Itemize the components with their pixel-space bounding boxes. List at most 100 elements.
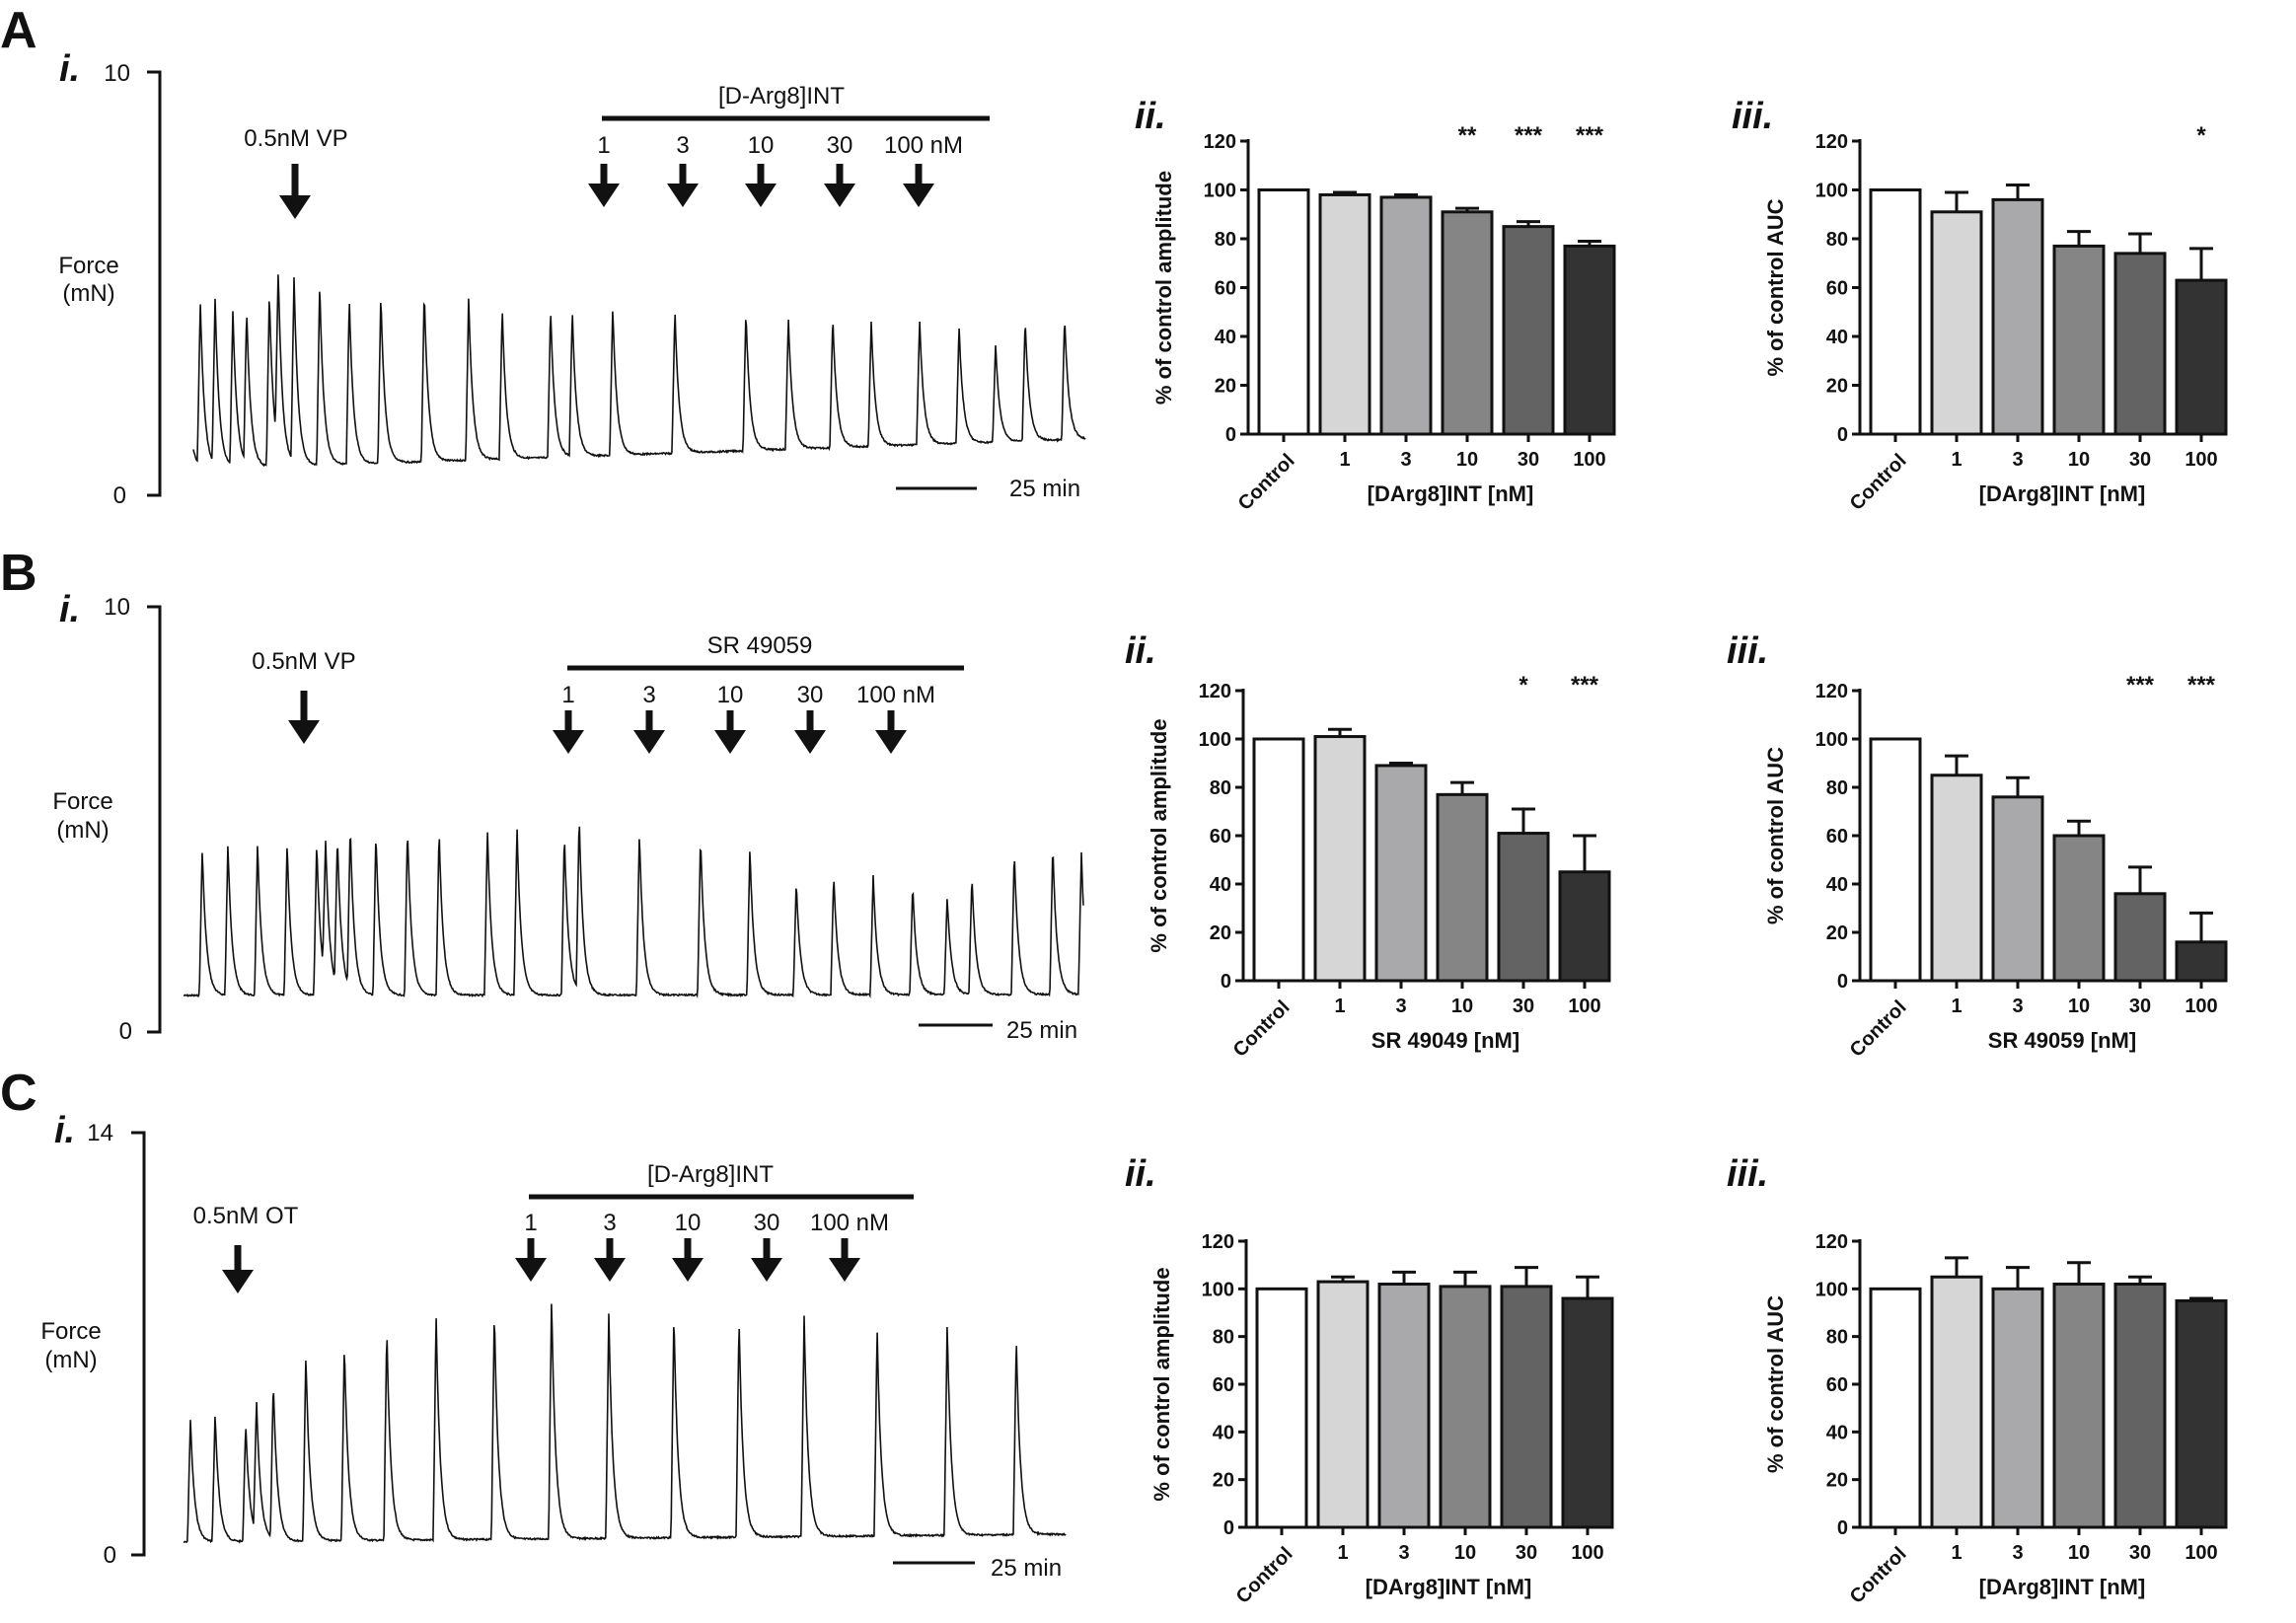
- bar-b-iii-3: [2052, 834, 2106, 983]
- ylabel-a-iii: % of control AUC: [1763, 198, 1788, 376]
- trace-panel-a: i. 10 0 Force (mN) 0.5nM VP [D-Arg8]INT …: [58, 48, 1086, 509]
- chart-a-iii: iii. 0 20 40 60 80 100 120 % of control AUC Contr…: [1732, 96, 2228, 515]
- bar-a-iii-0: [1869, 188, 1922, 436]
- xtick-label-c-ii-2: 3: [1398, 1542, 1409, 1564]
- chart-c-ii: ii. 0 20 40 60 80 100 120 % of control amplitude…: [1125, 1153, 1614, 1608]
- significance-a-ii-5: ***: [1576, 122, 1604, 149]
- xtick-label-a-ii-0: Control: [1234, 450, 1299, 515]
- ylabel-b-ii: % of control amplitude: [1147, 718, 1171, 952]
- bar-a-iii-5: [2175, 278, 2228, 436]
- dose-arrow-a-4-head: [903, 184, 934, 207]
- xtick-label-b-ii-0: Control: [1229, 996, 1295, 1062]
- dose-label-a-2: 10: [748, 132, 775, 159]
- bar-c-ii-0: [1255, 1287, 1308, 1529]
- sub-label-a-ii: ii.: [1135, 96, 1166, 137]
- ytick-label-a-ii-0: 0: [1225, 424, 1236, 446]
- bar-a-ii-1: [1318, 192, 1371, 436]
- panel-label-b: B: [0, 545, 37, 602]
- dose-label-b-3: 30: [797, 682, 824, 708]
- xtick-label-c-ii-3: 10: [1454, 1542, 1476, 1564]
- ytick-label-b-ii-4: 80: [1210, 777, 1231, 799]
- drug-label-b: SR 49059: [707, 632, 813, 659]
- force-top-tick-a: 10: [104, 60, 130, 87]
- bar-c-iii-3: [2052, 1283, 2106, 1529]
- force-bottom-tick-a: 0: [113, 482, 126, 509]
- force-unit-c: (mN): [44, 1347, 97, 1373]
- bar-c-iii-2: [1991, 1287, 2044, 1529]
- xtick-label-c-iii-2: 3: [2012, 1542, 2023, 1564]
- dose-label-c-2: 10: [675, 1210, 702, 1236]
- xtick-label-b-ii-5: 100: [1568, 996, 1600, 1017]
- bar-b-ii-1: [1313, 735, 1367, 983]
- sub-label-a-iii: iii.: [1732, 96, 1773, 137]
- ytick-label-b-ii-3: 60: [1210, 826, 1231, 848]
- force-label-a: Force: [58, 253, 118, 279]
- dose-arrow-c-1-head: [594, 1258, 626, 1282]
- bar-c-ii-4: [1500, 1285, 1553, 1529]
- xtick-label-c-ii-4: 30: [1516, 1542, 1537, 1564]
- force-trace-a: [192, 274, 1086, 468]
- chart-c-iii: iii. 0 20 40 60 80 100 120 % of control AUC Contr…: [1727, 1153, 2228, 1608]
- xtick-label-a-ii-3: 10: [1456, 449, 1478, 471]
- xlabel-b-ii: SR 49049 [nM]: [1371, 1028, 1519, 1053]
- trace-panel-c: i. 14 0 Force (mN) 0.5nM OT [D-Arg8]INT …: [40, 1110, 1067, 1582]
- dose-label-c-1: 3: [603, 1210, 616, 1236]
- dose-arrow-b-1-head: [633, 730, 665, 754]
- xtick-label-b-ii-3: 10: [1451, 996, 1473, 1017]
- ytick-label-a-ii-1: 20: [1215, 376, 1236, 398]
- bar-b-iii-1: [1930, 774, 1983, 983]
- dose-arrow-c-3-head: [751, 1258, 782, 1282]
- scale-bar-label-b: 25 min: [1006, 1017, 1077, 1044]
- ytick-label-a-iii-4: 80: [1826, 229, 1848, 251]
- significance-a-ii-4: ***: [1515, 122, 1543, 149]
- ytick-label-b-iii-4: 80: [1826, 777, 1848, 799]
- xtick-label-c-iii-5: 100: [2185, 1542, 2217, 1564]
- ytick-label-c-ii-0: 0: [1223, 1517, 1234, 1539]
- dose-label-a-3: 30: [827, 132, 853, 159]
- dose-arrows-c: 1 3 10 30 100 nM: [222, 1210, 889, 1293]
- bar-a-ii-5: [1563, 244, 1616, 436]
- bar-b-ii-5: [1558, 870, 1611, 983]
- xtick-label-a-ii-1: 1: [1339, 449, 1350, 471]
- xtick-label-b-ii-1: 1: [1334, 996, 1345, 1017]
- xtick-label-a-ii-2: 3: [1400, 449, 1411, 471]
- ytick-label-c-ii-1: 20: [1213, 1470, 1234, 1492]
- chart-b-iii: iii. 0 20 40 60 80 100 120 % of control AUC Contr…: [1727, 630, 2228, 1062]
- xtick-label-a-ii-4: 30: [1518, 449, 1539, 471]
- dose-label-a-1: 3: [676, 132, 689, 159]
- bar-b-iii-2: [1991, 795, 2044, 983]
- xtick-label-b-iii-4: 30: [2129, 996, 2151, 1017]
- force-unit-b: (mN): [56, 817, 109, 844]
- xtick-label-c-ii-0: Control: [1232, 1543, 1297, 1608]
- bar-a-iii-2: [1991, 197, 2044, 436]
- force-axis-c: [131, 1131, 146, 1557]
- significance-b-ii-4: *: [1518, 672, 1528, 699]
- ytick-label-a-iii-1: 20: [1826, 376, 1848, 398]
- chart-b-ii: ii. 0 20 40 60 80 100 120 % of control amplitude…: [1125, 630, 1611, 1062]
- force-bottom-tick-b: 0: [119, 1018, 132, 1045]
- xlabel-c-iii: [DArg8]INT [nM]: [1979, 1575, 2146, 1599]
- sub-label-ci: i.: [54, 1110, 75, 1151]
- sub-label-ai: i.: [59, 48, 80, 90]
- ytick-label-c-iii-0: 0: [1837, 1517, 1848, 1539]
- xtick-label-c-iii-0: Control: [1846, 1543, 1911, 1608]
- dose-arrows-a: 1 3 10 30 100 nM: [279, 132, 963, 219]
- xtick-label-b-ii-2: 3: [1395, 996, 1406, 1017]
- significance-b-ii-5: ***: [1571, 672, 1599, 699]
- force-trace-b: [183, 826, 1084, 999]
- ylabel-c-ii: % of control amplitude: [1149, 1267, 1174, 1501]
- ytick-label-c-iii-2: 40: [1826, 1422, 1848, 1443]
- xtick-label-a-ii-5: 100: [1573, 449, 1605, 471]
- xtick-label-c-iii-3: 10: [2068, 1542, 2090, 1564]
- bar-c-ii-5: [1561, 1296, 1614, 1529]
- bar-b-ii-3: [1436, 792, 1489, 983]
- bar-b-iii-5: [2175, 940, 2228, 983]
- xtick-label-c-iii-4: 30: [2129, 1542, 2151, 1564]
- ytick-label-c-iii-6: 120: [1815, 1231, 1848, 1253]
- scale-bar-label-a: 25 min: [1009, 476, 1080, 502]
- dose-arrow-c-0-head: [515, 1258, 547, 1282]
- agonist-arrow-a-head: [279, 195, 311, 219]
- scale-bar-label-c: 25 min: [991, 1555, 1062, 1582]
- xtick-label-c-iii-1: 1: [1951, 1542, 1962, 1564]
